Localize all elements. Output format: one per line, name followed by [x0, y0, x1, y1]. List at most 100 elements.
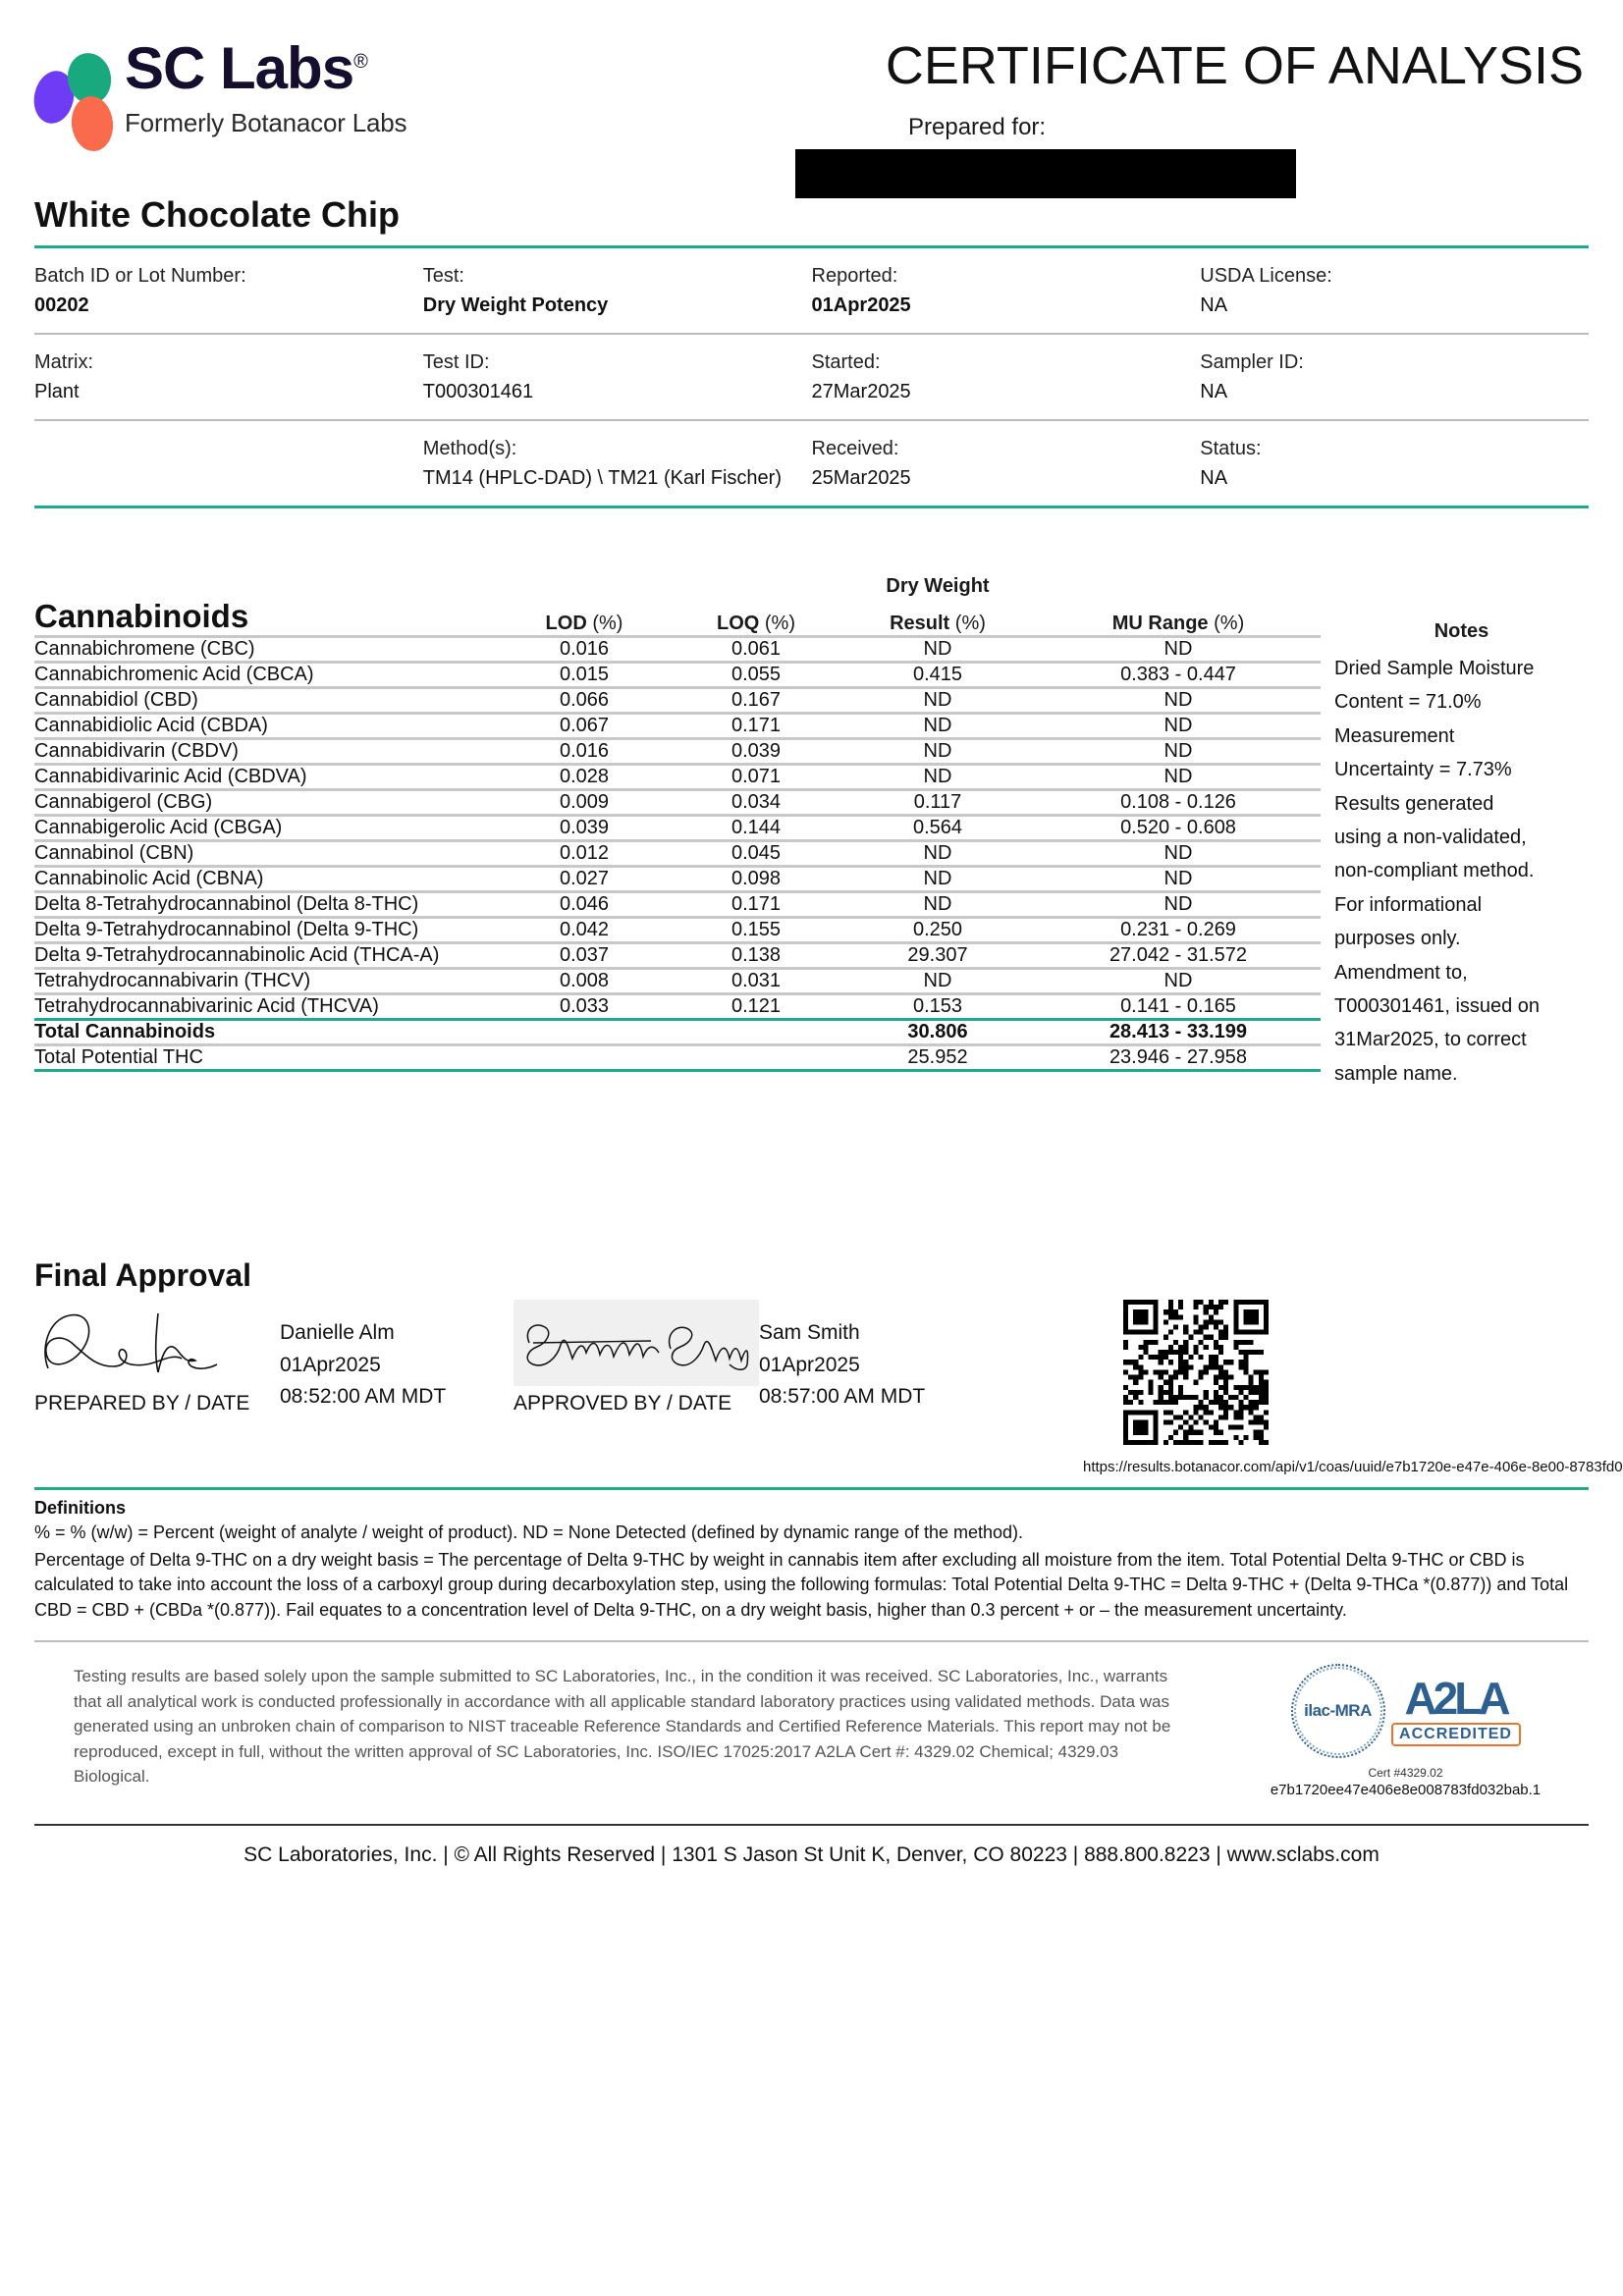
cell-result: 0.117 [913, 791, 962, 813]
cell-lod: 0.015 [559, 664, 610, 685]
info-cell-status: Status: NA [1200, 434, 1589, 493]
cell-result: 0.250 [912, 919, 963, 940]
cannabinoids-title: Cannabinoids [34, 598, 249, 634]
table-divider-row [34, 788, 1321, 791]
a2la-accredited-icon: A2LA ACCREDITED [1390, 1676, 1521, 1747]
approved-by-name: Sam Smith [759, 1321, 860, 1345]
divider-teal-bottom [34, 506, 1589, 508]
note-line: For informational [1334, 893, 1483, 916]
cell-loq: 0.167 [730, 689, 782, 711]
info-cell-started: Started: 27Mar2025 [812, 347, 1201, 406]
cell-loq: 0.061 [730, 638, 782, 660]
accreditation-block: ilac-MRA A2LA ACCREDITED Cert #4329.02 e… [1193, 1664, 1589, 1798]
row-divider [34, 865, 1321, 868]
cell-lod: 0.042 [559, 919, 610, 940]
cell-result: ND [923, 842, 952, 864]
cell-mu-range: 27.042 - 31.572 [1109, 944, 1248, 966]
table-divider-row [34, 916, 1321, 919]
cell-lod: 0.028 [559, 766, 610, 787]
cell-lod: 0.012 [559, 842, 610, 864]
sample-name: White Chocolate Chip [34, 194, 400, 235]
cell-result: ND [923, 893, 952, 915]
cell-loq: 0.055 [730, 664, 782, 685]
divider-row-1 [34, 333, 1589, 335]
table-row: Cannabidivarin (CBDV) 0.016 0.039 ND ND [34, 740, 1321, 763]
table-divider-row [34, 992, 1321, 995]
row-divider [34, 661, 1321, 664]
registered-mark: ® [353, 51, 368, 73]
cell-analyte: Cannabichromene (CBC) [34, 638, 255, 660]
info-label: Test ID: [422, 351, 490, 373]
cell-mu-range: 0.383 - 0.447 [1120, 664, 1236, 685]
group-header-dry-weight: Dry Weight [886, 575, 990, 597]
table-divider-row [34, 661, 1321, 664]
cell-loq: 0.031 [730, 970, 782, 991]
cell-result: 0.153 [912, 995, 963, 1017]
info-label: Method(s): [422, 438, 517, 459]
cell-analyte: Tetrahydrocannabivarin (THCV) [34, 970, 311, 991]
info-value: T000301461 [422, 381, 534, 402]
cell-result: 0.564 [912, 817, 963, 838]
table-row: Cannabidiolic Acid (CBDA) 0.067 0.171 ND ND [34, 715, 1321, 737]
cell-analyte: Cannabidivarin (CBDV) [34, 740, 239, 762]
table-divider-row [34, 712, 1321, 715]
info-label: USDA License: [1200, 265, 1332, 287]
cell-analyte: Cannabichromenic Acid (CBCA) [34, 664, 314, 685]
cell-lod: 0.039 [559, 817, 610, 838]
cell-mu-range: 28.413 - 33.199 [1109, 1021, 1248, 1042]
table-row: Cannabichromenic Acid (CBCA) 0.015 0.055 0.… [34, 664, 1321, 686]
table-row: Delta 8-Tetrahydrocannabinol (Delta 8-TH… [34, 893, 1321, 916]
table-total-row: Total Cannabinoids 30.806 28.413 - 33.199 [34, 1021, 1321, 1043]
cell-loq: 0.045 [730, 842, 782, 864]
cell-analyte: Delta 9-Tetrahydrocannabinolic Acid (THC… [34, 944, 440, 966]
prepared-for-label: Prepared for: [908, 114, 1047, 140]
table-divider-row [34, 814, 1321, 817]
cell-loq [673, 1046, 839, 1069]
note-line: sample name. [1334, 1062, 1458, 1085]
prepared-by-time: 08:52:00 AM MDT [280, 1385, 447, 1409]
cell-result: ND [923, 740, 952, 762]
cell-mu-range: 0.108 - 0.126 [1120, 791, 1236, 813]
info-value: NA [1200, 467, 1228, 489]
cell-mu-range: ND [1163, 689, 1193, 711]
cell-mu-range: ND [1163, 868, 1193, 889]
qr-code-icon[interactable] [1123, 1300, 1269, 1446]
cell-mu-range: 23.946 - 27.958 [1109, 1046, 1248, 1068]
table-row: Cannabidiol (CBD) 0.066 0.167 ND ND [34, 689, 1321, 712]
cell-mu-range: 0.231 - 0.269 [1120, 919, 1236, 940]
row-divider [34, 814, 1321, 817]
cell-lod: 0.033 [559, 995, 610, 1017]
brand-logo: SC Labs® Formerly Botanacor Labs [28, 39, 623, 154]
cell-analyte: Cannabinol (CBN) [34, 842, 194, 864]
cell-loq: 0.171 [730, 893, 782, 915]
table-row: Delta 9-Tetrahydrocannabinolic Acid (THC… [34, 944, 1321, 967]
cell-loq: 0.144 [730, 817, 782, 838]
table-divider-row [34, 865, 1321, 868]
cell-analyte: Cannabinolic Acid (CBNA) [34, 868, 264, 889]
table-divider-row [34, 1043, 1321, 1046]
cell-lod: 0.016 [559, 740, 610, 762]
cell-loq: 0.138 [730, 944, 782, 966]
note-line: Results generated [1334, 792, 1494, 815]
table-row: Cannabidivarinic Acid (CBDVA) 0.028 0.071 N… [34, 766, 1321, 788]
table-divider-row [34, 890, 1321, 893]
qr-url: https://results.botanacor.com/api/v1/coa… [1083, 1459, 1623, 1476]
info-value: 25Mar2025 [811, 467, 911, 489]
cell-analyte: Total Cannabinoids [34, 1021, 216, 1042]
prepared-by-date: 01Apr2025 [280, 1353, 381, 1376]
info-row-2: Matrix: Plant Test ID: T000301461 Starte… [34, 335, 1589, 419]
table-divider-row [34, 635, 1321, 638]
column-header-loq: LOQ (%) [716, 613, 795, 634]
table-divider-row [34, 686, 1321, 689]
final-approval-section: Final Approval PREPARED BY / DATE Daniel… [34, 1257, 1623, 1476]
table-group-header-row: Dry Weight [34, 575, 1321, 598]
note-line: Amendment to, [1334, 961, 1468, 984]
cell-mu-range: ND [1163, 970, 1193, 991]
approved-by-signature [514, 1300, 759, 1387]
row-divider-teal [34, 1018, 1321, 1021]
info-value: NA [1200, 294, 1228, 316]
row-divider [34, 1043, 1321, 1046]
table-header-row: Cannabinoids LOD (%) LOQ (%) Result (%) … [34, 598, 1321, 635]
column-header-mu-range: MU Range (%) [1111, 613, 1245, 634]
